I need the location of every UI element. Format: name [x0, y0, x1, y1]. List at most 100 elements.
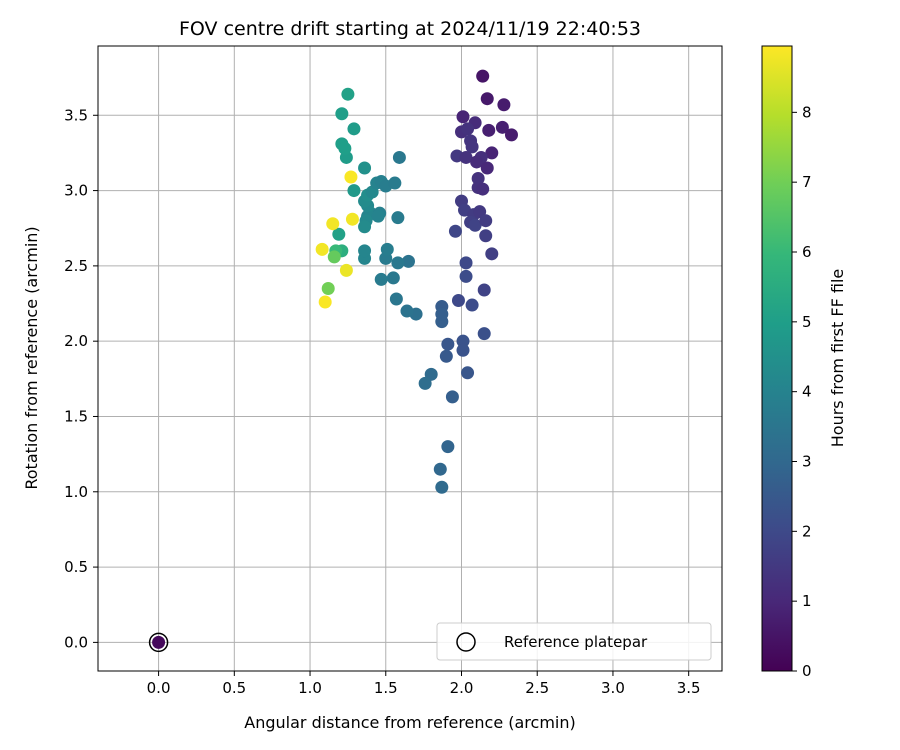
- data-point: [495, 120, 509, 134]
- data-point: [332, 227, 346, 241]
- data-point: [451, 294, 465, 308]
- data-point: [358, 244, 372, 258]
- data-point: [374, 272, 388, 286]
- data-point: [339, 263, 353, 277]
- data-point: [321, 281, 335, 295]
- data-point: [459, 269, 473, 283]
- legend-marker-icon: [456, 632, 476, 652]
- data-point: [433, 462, 447, 476]
- data-point: [461, 366, 475, 380]
- colorbar-gradient: [762, 46, 792, 671]
- legend-box: [436, 622, 712, 661]
- x-tick-label: 1.0: [298, 679, 322, 697]
- data-point: [347, 122, 361, 136]
- data-point: [456, 343, 470, 357]
- y-axis-label: Rotation from reference (arcmin): [22, 226, 41, 489]
- colorbar-ticks: 0 1 2 3 4 5 6 7 8: [792, 103, 812, 680]
- data-point: [480, 92, 494, 106]
- data-point: [441, 337, 455, 351]
- colorbar-tick-label: 7: [802, 173, 812, 191]
- data-point: [465, 298, 479, 312]
- colorbar-tick-label: 8: [802, 103, 812, 121]
- data-point: [345, 212, 359, 226]
- data-point: [456, 110, 470, 124]
- colorbar-tick-label: 6: [802, 243, 812, 261]
- chart-title: FOV centre drift starting at 2024/11/19 …: [179, 18, 641, 40]
- x-tick-label: 2.0: [450, 679, 474, 697]
- data-point: [389, 292, 403, 306]
- x-axis-ticks: 0.0 0.5 1.0 1.5 2.0 2.5 3.0 3.5: [147, 671, 701, 697]
- data-point: [441, 440, 455, 454]
- data-point: [468, 218, 482, 232]
- data-point: [445, 390, 459, 404]
- plot-frame: [97, 45, 723, 672]
- data-point: [485, 146, 499, 160]
- data-point: [380, 242, 394, 256]
- data-point: [386, 271, 400, 285]
- data-point: [497, 98, 511, 112]
- data-point: [326, 217, 340, 231]
- data-point: [459, 150, 473, 164]
- colorbar-frame: [761, 45, 793, 672]
- x-tick-label: 0.0: [147, 679, 171, 697]
- data-point: [504, 128, 518, 142]
- data-point: [315, 242, 329, 256]
- colorbar-tick-label: 0: [802, 662, 812, 680]
- y-tick-label: 0.5: [64, 558, 88, 576]
- colorbar-tick-label: 4: [802, 383, 812, 401]
- x-tick-label: 0.5: [222, 679, 246, 697]
- x-tick-label: 3.0: [601, 679, 625, 697]
- data-point: [401, 254, 415, 268]
- legend: Reference platepar: [436, 622, 712, 661]
- x-tick-label: 1.5: [374, 679, 398, 697]
- reference-point: [148, 632, 169, 653]
- data-point: [338, 141, 352, 155]
- data-point: [344, 170, 358, 184]
- reference-point-ring: [148, 632, 169, 653]
- x-tick-label: 2.5: [525, 679, 549, 697]
- data-point: [471, 172, 485, 186]
- data-point: [435, 480, 449, 494]
- x-tick-label: 3.5: [677, 679, 701, 697]
- data-point: [318, 295, 332, 309]
- data-point: [470, 155, 484, 169]
- data-point: [418, 376, 432, 390]
- y-tick-label: 3.5: [64, 106, 88, 124]
- data-point: [371, 209, 385, 223]
- data-point: [480, 161, 494, 175]
- data-point: [400, 304, 414, 318]
- data-point: [479, 229, 493, 243]
- y-tick-label: 1.0: [64, 483, 88, 501]
- data-point: [335, 107, 349, 121]
- y-tick-label: 2.5: [64, 257, 88, 275]
- colorbar-tick-label: 3: [802, 453, 812, 471]
- data-point: [358, 161, 372, 175]
- data-point: [461, 122, 475, 136]
- y-axis-ticks: 0.0 0.5 1.0 1.5 2.0 2.5 3.0 3.5: [64, 106, 98, 651]
- data-point: [482, 123, 496, 137]
- data-point: [391, 211, 405, 225]
- colorbar-tick-label: 5: [802, 313, 812, 331]
- data-point: [477, 283, 491, 297]
- colorbar-tick-label: 1: [802, 592, 812, 610]
- data-point: [439, 349, 453, 363]
- colorbar-tick-label: 2: [802, 522, 812, 540]
- data-points: [315, 69, 518, 494]
- data-point: [485, 247, 499, 261]
- data-point: [388, 176, 402, 190]
- data-point: [327, 250, 341, 264]
- data-point: [456, 334, 470, 348]
- data-point: [459, 256, 473, 270]
- y-tick-label: 0.0: [64, 633, 88, 651]
- data-point: [476, 182, 490, 196]
- data-point: [435, 307, 449, 321]
- data-point: [391, 256, 405, 270]
- data-point: [448, 224, 462, 238]
- data-point: [479, 214, 493, 228]
- data-point: [347, 184, 361, 198]
- data-point: [358, 220, 372, 234]
- legend-label: Reference platepar: [504, 633, 648, 651]
- y-tick-label: 2.0: [64, 332, 88, 350]
- y-tick-label: 1.5: [64, 407, 88, 425]
